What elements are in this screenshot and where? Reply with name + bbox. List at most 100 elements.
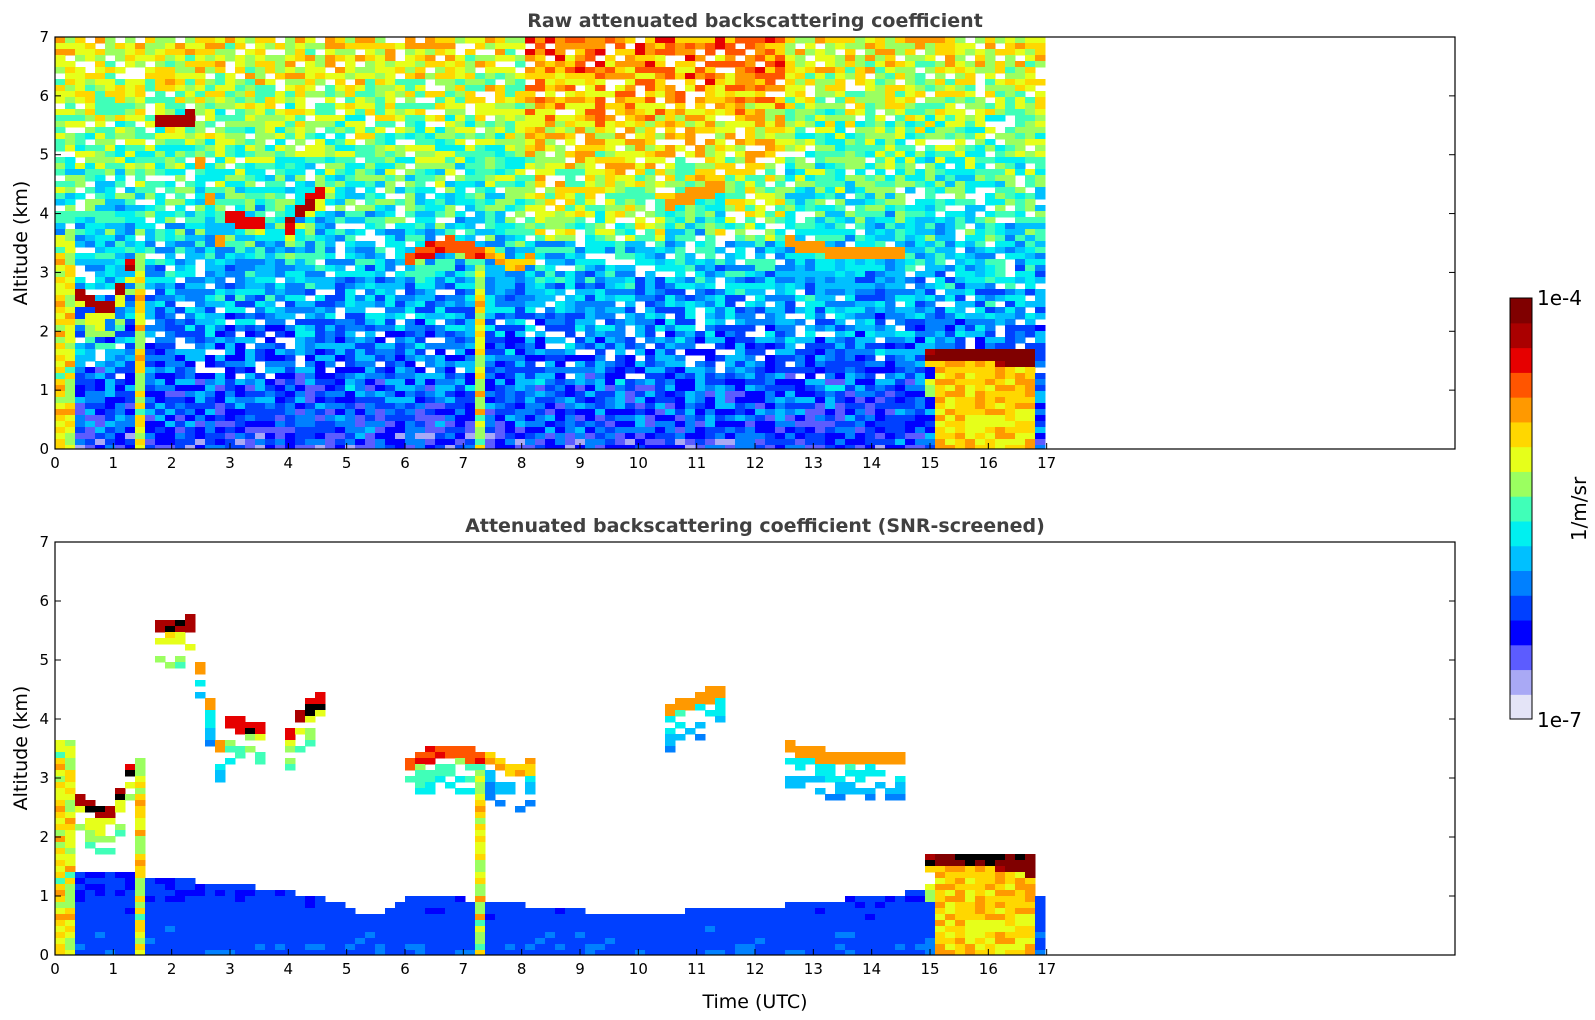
heatmap-cell bbox=[175, 133, 186, 140]
heatmap-cell bbox=[295, 373, 306, 380]
heatmap-cell bbox=[645, 229, 656, 236]
heatmap-cell bbox=[695, 271, 706, 278]
heatmap-cell bbox=[615, 121, 626, 128]
heatmap-cell bbox=[95, 73, 106, 80]
heatmap-cell bbox=[175, 163, 186, 170]
heatmap-cell bbox=[455, 85, 466, 92]
heatmap-cell bbox=[835, 61, 846, 68]
heatmap-cell bbox=[585, 109, 596, 116]
heatmap-cell bbox=[705, 235, 716, 242]
heatmap-cell bbox=[195, 49, 206, 56]
heatmap-cell bbox=[555, 283, 566, 290]
heatmap-cell bbox=[165, 49, 176, 56]
heatmap-cell bbox=[345, 397, 356, 404]
heatmap-cell bbox=[275, 175, 286, 182]
heatmap-cell bbox=[375, 85, 386, 92]
heatmap-cell bbox=[225, 139, 236, 146]
heatmap-cell bbox=[745, 259, 756, 266]
heatmap-cell bbox=[645, 43, 656, 50]
heatmap-cell bbox=[385, 325, 396, 332]
heatmap-cell bbox=[525, 295, 536, 302]
heatmap-cell bbox=[835, 337, 846, 344]
heatmap-cell bbox=[105, 433, 116, 440]
heatmap-cell bbox=[205, 193, 216, 200]
heatmap-cell bbox=[705, 427, 716, 434]
heatmap-cell bbox=[185, 199, 196, 206]
heatmap-cell bbox=[555, 97, 566, 104]
heatmap-cell bbox=[575, 157, 586, 164]
heatmap-cell bbox=[825, 325, 836, 332]
heatmap-cell bbox=[245, 193, 256, 200]
heatmap-cell bbox=[615, 253, 626, 260]
heatmap-cell bbox=[735, 373, 746, 380]
heatmap-cell bbox=[545, 241, 556, 248]
heatmap-cell bbox=[235, 439, 246, 446]
heatmap-cell bbox=[585, 331, 596, 338]
heatmap-cell bbox=[755, 91, 766, 98]
heatmap-cell bbox=[825, 397, 836, 404]
heatmap-cell bbox=[125, 241, 136, 248]
heatmap-cell bbox=[255, 295, 266, 302]
heatmap-cell bbox=[655, 289, 666, 296]
heatmap-cell bbox=[565, 133, 576, 140]
heatmap-cell bbox=[815, 415, 826, 422]
heatmap-cell bbox=[855, 211, 866, 218]
heatmap-cell bbox=[115, 121, 126, 128]
heatmap-cell bbox=[215, 295, 226, 302]
heatmap-cell bbox=[135, 109, 146, 116]
heatmap-cell bbox=[775, 409, 786, 416]
heatmap-cell bbox=[365, 427, 376, 434]
heatmap-cell bbox=[605, 67, 616, 74]
heatmap-cell bbox=[765, 217, 776, 224]
heatmap-cell bbox=[475, 265, 486, 272]
heatmap-cell bbox=[255, 43, 266, 50]
heatmap-cell bbox=[465, 283, 476, 290]
heatmap-cell bbox=[795, 49, 806, 56]
heatmap-cell bbox=[355, 325, 366, 332]
heatmap-cell bbox=[355, 271, 366, 278]
heatmap-cell bbox=[105, 385, 116, 392]
heatmap-cell bbox=[375, 259, 386, 266]
heatmap-cell bbox=[395, 415, 406, 422]
heatmap-cell bbox=[475, 121, 486, 128]
heatmap-cell bbox=[275, 379, 286, 386]
heatmap-cell bbox=[235, 283, 246, 290]
heatmap-cell bbox=[515, 337, 526, 344]
heatmap-cell bbox=[695, 121, 706, 128]
heatmap-cell bbox=[465, 385, 476, 392]
heatmap-cell bbox=[335, 163, 346, 170]
heatmap-cell bbox=[215, 211, 226, 218]
heatmap-cell bbox=[735, 415, 746, 422]
heatmap-cell bbox=[185, 379, 196, 386]
heatmap-cell bbox=[475, 169, 486, 176]
heatmap-cell bbox=[165, 73, 176, 80]
heatmap-cell bbox=[55, 199, 66, 206]
heatmap-cell bbox=[365, 193, 376, 200]
heatmap-cell bbox=[335, 73, 346, 80]
heatmap-cell bbox=[515, 277, 526, 284]
heatmap-cell bbox=[295, 97, 306, 104]
heatmap-cell bbox=[415, 433, 426, 440]
heatmap-cell bbox=[255, 133, 266, 140]
heatmap-cell bbox=[435, 169, 446, 176]
heatmap-cell bbox=[845, 277, 856, 284]
heatmap-cell bbox=[735, 271, 746, 278]
heatmap-cell bbox=[445, 133, 456, 140]
heatmap-cell bbox=[105, 253, 116, 260]
heatmap-cell bbox=[575, 199, 586, 206]
heatmap-cell bbox=[415, 109, 426, 116]
heatmap-cell bbox=[765, 175, 776, 182]
heatmap-cell bbox=[415, 307, 426, 314]
heatmap-cell bbox=[365, 181, 376, 188]
heatmap-cell bbox=[725, 415, 736, 422]
heatmap-cell bbox=[465, 115, 476, 122]
heatmap-cell bbox=[455, 301, 466, 308]
heatmap-cell bbox=[805, 277, 816, 284]
heatmap-cell bbox=[625, 49, 636, 56]
heatmap-cell bbox=[395, 103, 406, 110]
heatmap-cell bbox=[325, 169, 336, 176]
heatmap-cell bbox=[595, 139, 606, 146]
heatmap-cell bbox=[735, 121, 746, 128]
heatmap-cell bbox=[795, 247, 806, 254]
heatmap-cell bbox=[415, 199, 426, 206]
